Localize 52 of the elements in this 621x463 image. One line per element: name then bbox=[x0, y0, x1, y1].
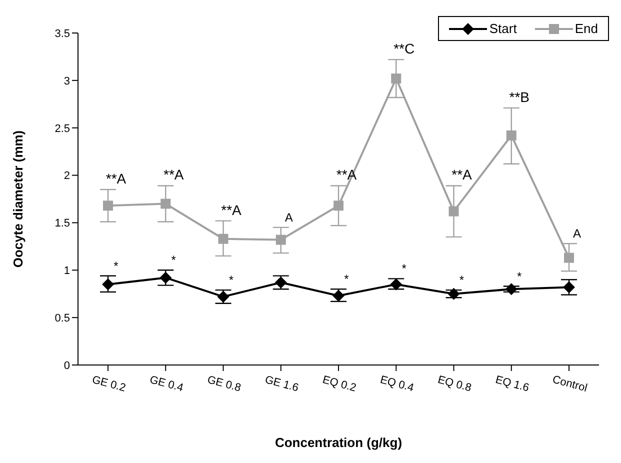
annotation: * bbox=[344, 272, 350, 286]
x-tick-label: EQ 0.8 bbox=[436, 374, 473, 394]
point bbox=[218, 234, 228, 244]
x-axis-title: Concentration (g/kg) bbox=[274, 435, 402, 450]
y-tick-label: 0 bbox=[64, 360, 70, 372]
point bbox=[390, 278, 402, 290]
y-tick-label: 3 bbox=[64, 75, 70, 88]
x-tick-label: EQ 0.2 bbox=[321, 374, 358, 394]
point bbox=[505, 283, 518, 296]
annotation: * bbox=[517, 269, 522, 284]
x-tick-label: GE 0.4 bbox=[148, 374, 184, 394]
point bbox=[276, 234, 286, 245]
annotation: **A bbox=[452, 166, 473, 183]
point bbox=[448, 206, 459, 216]
annotation: * bbox=[171, 253, 176, 268]
x-tick-label: EQ 1.6 bbox=[494, 374, 530, 394]
annotation: **A bbox=[221, 202, 242, 218]
y-tick-label: 0.5 bbox=[54, 312, 70, 324]
annotation: * bbox=[402, 262, 407, 276]
legend-label: Start bbox=[488, 21, 517, 36]
point bbox=[334, 200, 344, 211]
y-axis-title: Oocyte diameter (mm) bbox=[10, 130, 26, 268]
x-tick-label: GE 1.6 bbox=[264, 374, 300, 394]
annotation: A bbox=[284, 210, 293, 224]
annotation: * bbox=[459, 273, 464, 288]
y-tick-label: 1 bbox=[64, 265, 70, 278]
annotation: * bbox=[228, 273, 234, 288]
legend-label: End bbox=[574, 21, 598, 36]
annotation: **C bbox=[394, 40, 415, 57]
point bbox=[391, 74, 402, 84]
point bbox=[332, 290, 344, 302]
annotation: **B bbox=[509, 88, 530, 105]
annotation: A bbox=[572, 226, 582, 241]
annotation: * bbox=[114, 258, 119, 273]
point bbox=[564, 252, 574, 263]
x-tick-label: GE 0.8 bbox=[206, 374, 242, 394]
y-tick-label: 2 bbox=[64, 170, 70, 182]
x-tick-label: EQ 0.4 bbox=[378, 374, 415, 394]
y-tick-label: 2.5 bbox=[54, 122, 70, 135]
point bbox=[102, 278, 114, 290]
x-tick-label: Control bbox=[551, 374, 588, 394]
point bbox=[103, 200, 113, 211]
annotation: **A bbox=[336, 166, 358, 183]
y-tick-label: 1.5 bbox=[54, 218, 70, 230]
annotation: **A bbox=[106, 170, 127, 187]
annotation: **A bbox=[164, 166, 184, 183]
point bbox=[506, 130, 516, 140]
x-tick-label: GE 0.2 bbox=[90, 374, 127, 394]
point bbox=[448, 288, 460, 300]
point bbox=[563, 281, 575, 294]
y-tick-label: 3.5 bbox=[54, 28, 70, 40]
point bbox=[160, 198, 171, 209]
